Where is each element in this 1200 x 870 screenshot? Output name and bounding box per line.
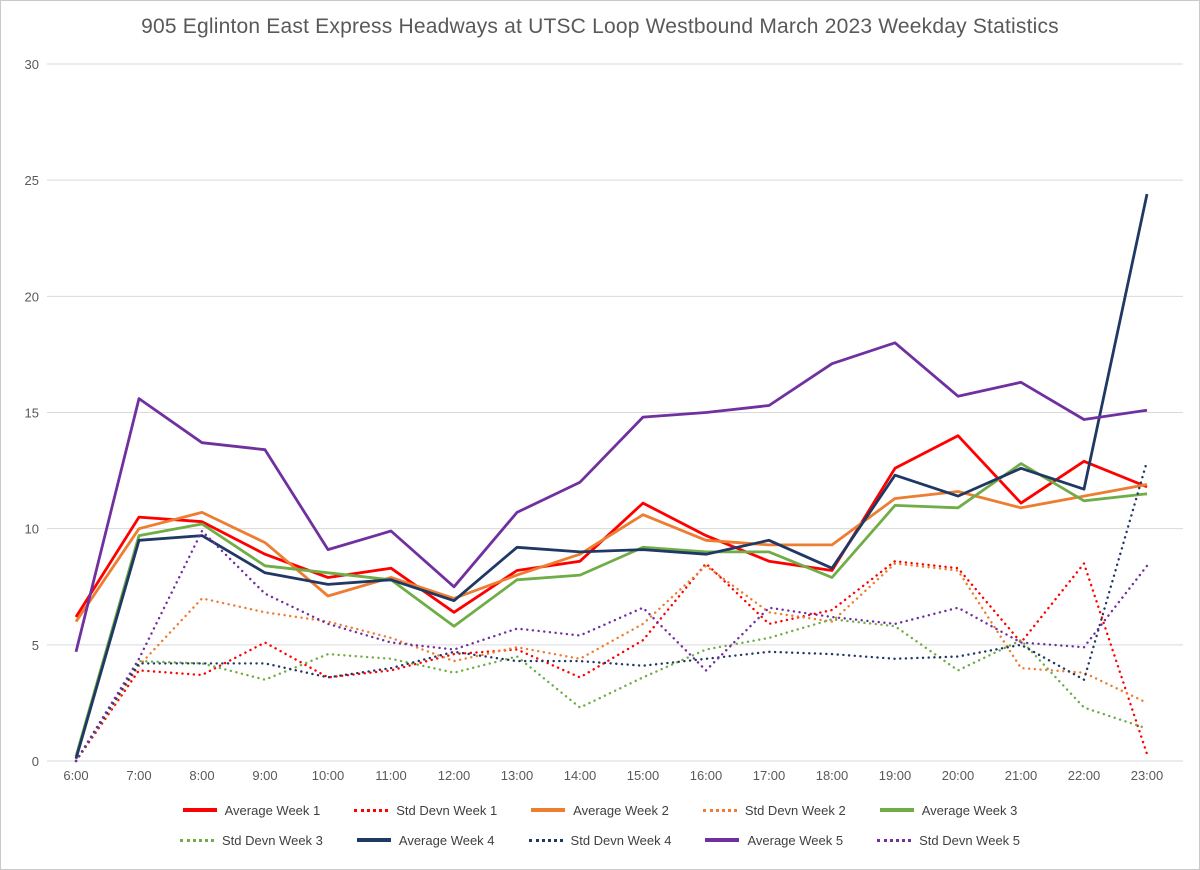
legend-item-std-devn-week-2: Std Devn Week 2 bbox=[702, 802, 846, 818]
series-average-week-5 bbox=[74, 341, 1148, 653]
x-tick-label: 18:00 bbox=[816, 768, 849, 783]
x-tick-label: 13:00 bbox=[501, 768, 534, 783]
series-average-week-2 bbox=[74, 483, 1148, 623]
legend-row-1: Average Week 1 Std Devn Week 1 Average Wee… bbox=[1, 795, 1199, 825]
legend-label: Average Week 3 bbox=[921, 802, 1018, 818]
x-tick-label: 8:00 bbox=[189, 768, 214, 783]
x-tick-label: 23:00 bbox=[1131, 768, 1164, 783]
x-tick-label: 16:00 bbox=[690, 768, 723, 783]
legend-label: Average Week 5 bbox=[747, 832, 844, 848]
series-std-devn-week-2 bbox=[74, 562, 1149, 763]
legend-item-std-devn-week-4: Std Devn Week 4 bbox=[528, 832, 672, 848]
legend-dotted-swatch bbox=[877, 838, 912, 842]
legend-dotted-swatch bbox=[354, 808, 389, 812]
chart-legend: Average Week 1 Std Devn Week 1 Average Wee… bbox=[1, 795, 1199, 855]
legend-item-std-devn-week-5: Std Devn Week 5 bbox=[877, 833, 1020, 848]
legend-line-swatch bbox=[531, 808, 566, 812]
x-tick-label: 15:00 bbox=[627, 768, 660, 783]
series-average-week-4 bbox=[74, 193, 1149, 760]
x-tick-label: 19:00 bbox=[879, 768, 912, 783]
legend-dotted-swatch bbox=[179, 838, 214, 842]
x-tick-label: 11:00 bbox=[375, 768, 407, 783]
series-std-devn-week-1 bbox=[74, 559, 1149, 763]
legend-label: Std Devn Week 4 bbox=[570, 832, 672, 848]
legend-item-average-week-3: Average Week 3 bbox=[879, 802, 1018, 818]
series-average-week-1 bbox=[74, 434, 1148, 618]
y-tick-label: 10 bbox=[25, 522, 39, 537]
legend-line-swatch bbox=[705, 838, 740, 842]
x-tick-label: 9:00 bbox=[252, 768, 277, 783]
x-tick-label: 17:00 bbox=[753, 768, 786, 783]
legend-label: Average Week 1 bbox=[224, 802, 321, 818]
legend-dotted-swatch bbox=[528, 838, 563, 842]
legend-line-swatch bbox=[879, 808, 914, 812]
legend-item-average-week-2: Average Week 2 bbox=[531, 803, 669, 818]
x-tick-label: 20:00 bbox=[942, 768, 975, 783]
x-tick-label: 22:00 bbox=[1068, 768, 1101, 783]
legend-label: Average Week 2 bbox=[573, 802, 669, 818]
legend-row-2: Std Devn Week 3 Average Week 4 Std Devn We… bbox=[1, 825, 1199, 855]
legend-label: Std Devn Week 1 bbox=[396, 802, 498, 818]
legend-item-average-week-1: Average Week 1 bbox=[182, 802, 321, 818]
series-average-week-3 bbox=[74, 462, 1148, 757]
legend-label: Std Devn Week 2 bbox=[744, 802, 846, 818]
series-std-devn-week-4 bbox=[74, 460, 1149, 763]
y-tick-label: 25 bbox=[25, 173, 39, 188]
x-tick-label: 14:00 bbox=[564, 768, 597, 783]
x-tick-label: 10:00 bbox=[312, 768, 345, 783]
chart-plot-area: 0 5 10 15 20 25 30 6:00 7:00 8:00 9:00 10:00 11:00 12… bbox=[25, 57, 1183, 783]
series-std-devn-week-5 bbox=[74, 528, 1149, 763]
legend-label: Std Devn Week 3 bbox=[221, 832, 323, 848]
series-std-devn-week-3 bbox=[74, 618, 1149, 763]
legend-label: Average Week 4 bbox=[398, 832, 495, 848]
y-tick-label: 0 bbox=[32, 754, 39, 769]
legend-item-average-week-4: Average Week 4 bbox=[356, 832, 495, 848]
legend-dotted-swatch bbox=[702, 808, 737, 812]
y-tick-label: 5 bbox=[32, 638, 39, 653]
legend-item-std-devn-week-3: Std Devn Week 3 bbox=[179, 832, 323, 848]
x-tick-label: 21:00 bbox=[1005, 768, 1038, 783]
legend-line-swatch bbox=[182, 808, 217, 812]
y-tick-label: 20 bbox=[25, 289, 39, 304]
x-tick-label: 6:00 bbox=[63, 768, 88, 783]
y-tick-label: 15 bbox=[25, 406, 39, 421]
y-tick-label: 30 bbox=[25, 57, 39, 72]
legend-item-std-devn-week-1: Std Devn Week 1 bbox=[354, 803, 497, 818]
legend-line-swatch bbox=[356, 838, 391, 842]
x-tick-label: 7:00 bbox=[126, 768, 151, 783]
x-tick-label: 12:00 bbox=[438, 768, 471, 783]
legend-item-average-week-5: Average Week 5 bbox=[705, 833, 843, 848]
legend-label: Std Devn Week 5 bbox=[919, 832, 1021, 848]
chart-title: 905 Eglinton East Express Headways at UT… bbox=[141, 15, 1059, 38]
